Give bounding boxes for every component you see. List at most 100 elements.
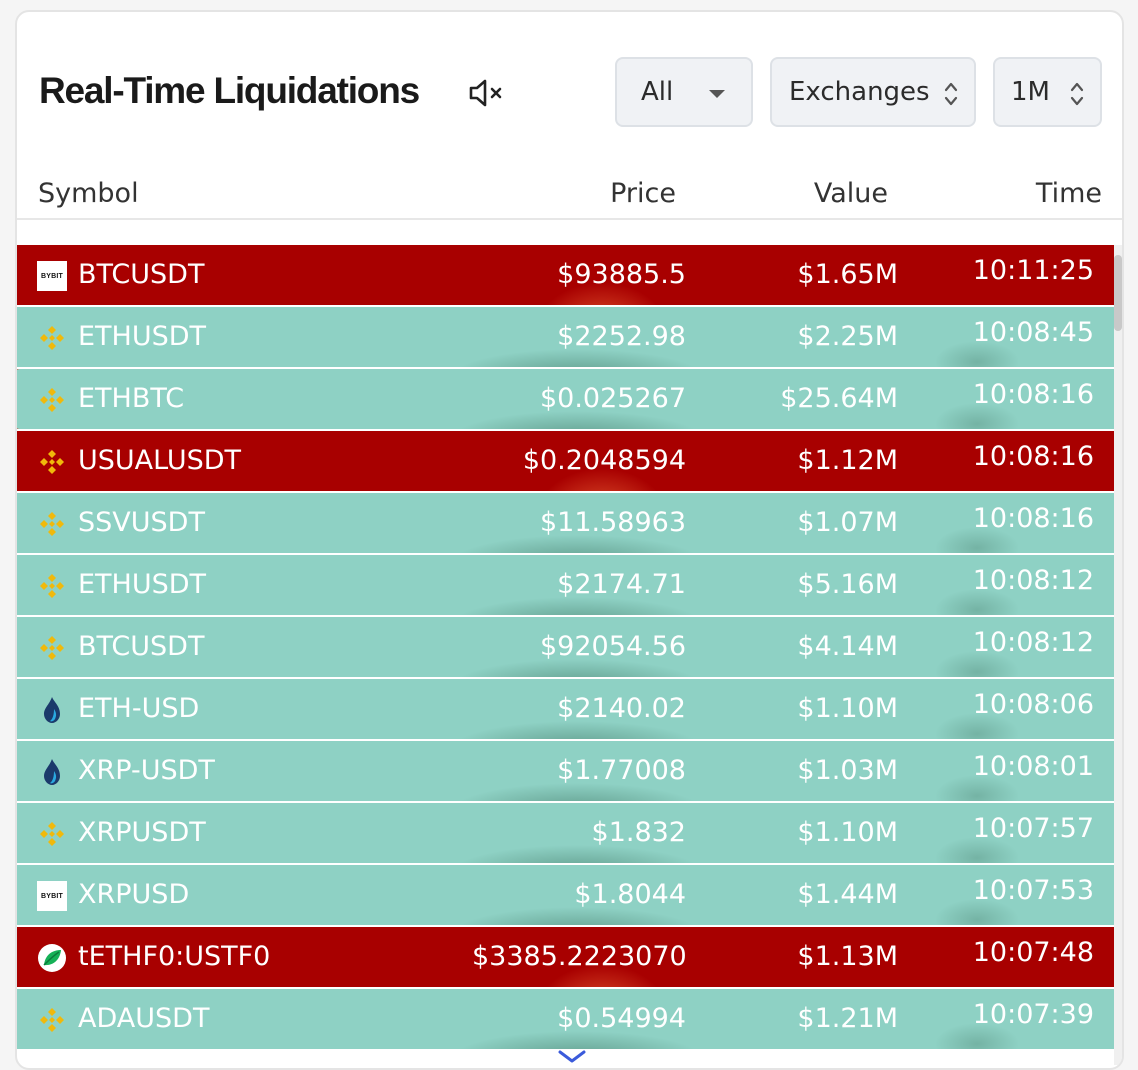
price-cell: $1.77008: [557, 755, 686, 786]
time-cell: 10:08:16: [972, 379, 1094, 410]
bitfinex-logo-icon: [37, 943, 67, 973]
value-cell: $1.10M: [797, 693, 898, 724]
price-cell: $2174.71: [557, 569, 686, 600]
time-cell: 10:08:06: [972, 689, 1094, 720]
table-row[interactable]: BYBIT BTCUSDT $93885.5 $1.65M 10:11:25: [17, 245, 1114, 305]
time-cell: 10:07:53: [972, 875, 1094, 906]
up-down-chevron-icon: [944, 81, 958, 107]
symbol-cell: ADAUSDT: [78, 1003, 210, 1034]
binance-logo-icon: [37, 509, 67, 539]
binance-logo-icon: [37, 385, 67, 415]
side-filter-dropdown[interactable]: All: [615, 57, 753, 127]
time-cell: 10:08:12: [972, 565, 1094, 596]
chevron-down-icon[interactable]: [557, 1048, 587, 1063]
binance-logo-icon: [37, 1005, 67, 1035]
value-cell: $1.07M: [797, 507, 898, 538]
huobi-logo-icon: [37, 757, 67, 787]
bybit-logo-text: BYBIT: [41, 272, 63, 280]
column-header-price: Price: [610, 178, 676, 209]
price-cell: $93885.5: [557, 259, 686, 290]
value-cell: $1.03M: [797, 755, 898, 786]
binance-logo-icon: [37, 447, 67, 477]
table-row[interactable]: SSVUSDT $11.58963 $1.07M 10:08:16: [17, 493, 1114, 553]
time-cell: 10:08:12: [972, 627, 1094, 658]
up-down-chevron-icon: [1070, 81, 1084, 107]
table-row[interactable]: ETH-USD $2140.02 $1.10M 10:08:06: [17, 679, 1114, 739]
price-cell: $0.025267: [539, 383, 686, 414]
symbol-cell: ETH-USD: [78, 693, 200, 724]
symbol-cell: SSVUSDT: [78, 507, 205, 538]
symbol-cell: USUALUSDT: [78, 445, 242, 476]
price-cell: $1.8044: [574, 879, 686, 910]
value-cell: $1.13M: [797, 941, 898, 972]
caret-down-icon: [709, 90, 725, 98]
value-cell: $1.65M: [797, 259, 898, 290]
symbol-cell: XRPUSD: [78, 879, 190, 910]
value-cell: $1.10M: [797, 817, 898, 848]
liquidation-list: BYBIT BTCUSDT $93885.5 $1.65M 10:11:25 ETHUSD…: [17, 245, 1114, 1051]
table-row[interactable]: USUALUSDT $0.2048594 $1.12M 10:08:16: [17, 431, 1114, 491]
value-cell: $1.12M: [797, 445, 898, 476]
value-cell: $1.21M: [797, 1003, 898, 1034]
value-cell: $5.16M: [797, 569, 898, 600]
timeframe-select[interactable]: 1M: [993, 57, 1102, 127]
scroll-thumb[interactable]: [1114, 255, 1122, 331]
binance-logo-icon: [37, 633, 67, 663]
price-cell: $2252.98: [557, 321, 686, 352]
price-cell: $0.54994: [557, 1003, 686, 1034]
price-cell: $2140.02: [557, 693, 686, 724]
value-cell: $2.25M: [797, 321, 898, 352]
binance-logo-icon: [37, 571, 67, 601]
liquidations-panel: Real-Time Liquidations All Exchanges 1M …: [15, 10, 1124, 1070]
table-header: Symbol Price Value Time: [17, 164, 1122, 220]
table-row[interactable]: ETHUSDT $2252.98 $2.25M 10:08:45: [17, 307, 1114, 367]
exchanges-select[interactable]: Exchanges: [770, 57, 976, 127]
table-row[interactable]: ADAUSDT $0.54994 $1.21M 10:07:39: [17, 989, 1114, 1049]
symbol-cell: ETHUSDT: [78, 321, 207, 352]
exchanges-label: Exchanges: [789, 77, 930, 107]
value-cell: $1.44M: [797, 879, 898, 910]
price-cell: $1.832: [591, 817, 686, 848]
table-row[interactable]: ETHBTC $0.025267 $25.64M 10:08:16: [17, 369, 1114, 429]
time-cell: 10:07:57: [972, 813, 1094, 844]
symbol-cell: tETHF0:USTF0: [78, 941, 271, 972]
time-cell: 10:11:25: [972, 255, 1094, 286]
scrollbar[interactable]: [1114, 245, 1122, 1065]
huobi-logo-icon: [37, 695, 67, 725]
time-cell: 10:07:48: [972, 937, 1094, 968]
speaker-muted-icon[interactable]: [467, 76, 505, 110]
table-row[interactable]: ETHUSDT $2174.71 $5.16M 10:08:12: [17, 555, 1114, 615]
price-cell: $3385.22230703: [472, 941, 686, 972]
table-row[interactable]: XRPUSDT $1.832 $1.10M 10:07:57: [17, 803, 1114, 863]
panel-title: Real-Time Liquidations: [39, 70, 420, 111]
symbol-cell: XRPUSDT: [78, 817, 206, 848]
symbol-cell: BTCUSDT: [78, 259, 205, 290]
bybit-logo-icon: BYBIT: [37, 261, 67, 291]
binance-logo-icon: [37, 323, 67, 353]
price-cell: $11.58963: [539, 507, 686, 538]
table-row[interactable]: tETHF0:USTF0 $3385.22230703 $1.13M 10:07:48: [17, 927, 1114, 987]
bybit-logo-icon: BYBIT: [37, 881, 67, 911]
time-cell: 10:08:16: [972, 503, 1094, 534]
timeframe-label: 1M: [1011, 77, 1050, 107]
bybit-logo-text: BYBIT: [41, 892, 63, 900]
table-row[interactable]: BTCUSDT $92054.56 $4.14M 10:08:12: [17, 617, 1114, 677]
column-header-symbol: Symbol: [38, 178, 139, 209]
symbol-cell: XRP-USDT: [78, 755, 215, 786]
time-cell: 10:08:16: [972, 441, 1094, 472]
side-filter-label: All: [641, 77, 674, 107]
value-cell: $4.14M: [797, 631, 898, 662]
price-cell: $0.2048594: [522, 445, 686, 476]
time-cell: 10:08:01: [972, 751, 1094, 782]
column-header-time: Time: [1035, 178, 1102, 209]
time-cell: 10:07:39: [972, 999, 1094, 1030]
binance-logo-icon: [37, 819, 67, 849]
table-row[interactable]: XRP-USDT $1.77008 $1.03M 10:08:01: [17, 741, 1114, 801]
table-row[interactable]: BYBIT XRPUSD $1.8044 $1.44M 10:07:53: [17, 865, 1114, 925]
symbol-cell: BTCUSDT: [78, 631, 205, 662]
symbol-cell: ETHUSDT: [78, 569, 207, 600]
time-cell: 10:08:45: [972, 317, 1094, 348]
symbol-cell: ETHBTC: [78, 383, 185, 414]
price-cell: $92054.56: [539, 631, 686, 662]
column-header-value: Value: [813, 178, 888, 209]
